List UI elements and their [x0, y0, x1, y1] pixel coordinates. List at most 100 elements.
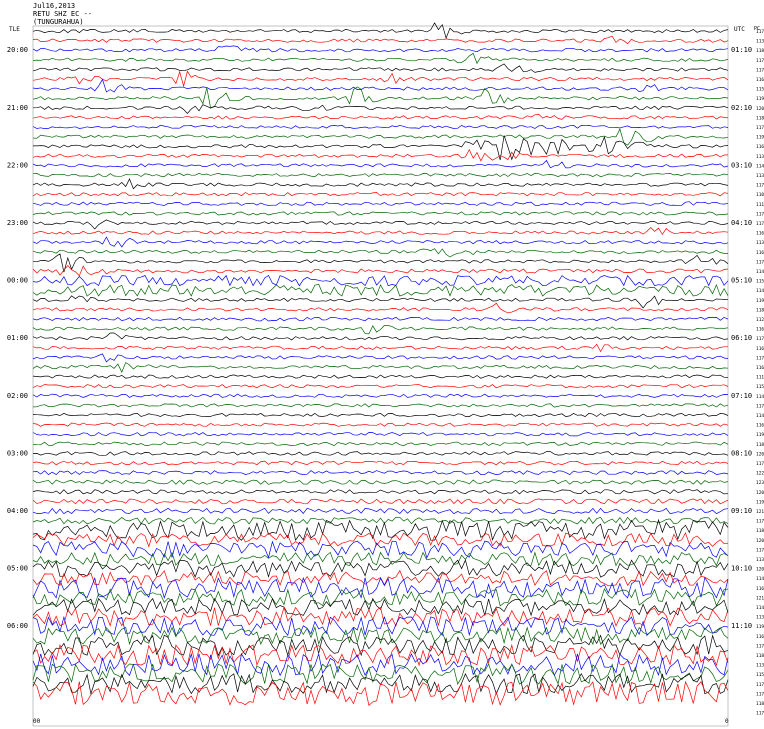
- trace-row-0600: [32, 432, 729, 437]
- trace-row-1100: [32, 615, 729, 637]
- trace-row-0130: [32, 253, 729, 273]
- trace-row-2015: [32, 52, 729, 65]
- pct-value: 116: [756, 634, 764, 640]
- right-tick-label: 04:10: [731, 219, 752, 227]
- trace-row-1245: [32, 680, 729, 706]
- left-tick-label: 21:00: [7, 104, 28, 112]
- trace-row-1930: [32, 22, 729, 40]
- left-tick-label: 20:00: [7, 46, 28, 54]
- trace-row-0445: [32, 384, 729, 389]
- pct-value: 116: [756, 423, 764, 429]
- pct-value: 113: [756, 240, 764, 246]
- pct-value: 120: [756, 538, 764, 544]
- pct-value: 116: [756, 77, 764, 83]
- right-tick-label: 07:10: [731, 392, 752, 400]
- pct-value: 120: [756, 451, 764, 457]
- left-tick-label: 06:00: [7, 622, 28, 630]
- pct-value: 117: [756, 336, 764, 342]
- trace-row-0900: [32, 540, 729, 559]
- trace-row-1030: [32, 597, 729, 617]
- pct-value: 118: [756, 528, 764, 534]
- trace-row-2245: [32, 148, 729, 162]
- trace-row-2100: [32, 78, 729, 93]
- pct-value: 115: [756, 87, 764, 93]
- trace-row-0530: [32, 412, 729, 418]
- pct-value: 117: [756, 221, 764, 227]
- pct-value: 114: [756, 394, 764, 400]
- plot-frame: [32, 25, 729, 727]
- trace-row-2000: [32, 45, 729, 53]
- trace-row-0045: [32, 227, 729, 236]
- left-tick-label: 01:00: [7, 334, 28, 342]
- trace-row-0415: [32, 361, 729, 374]
- pct-value: 114: [756, 288, 764, 294]
- trace-row-0915: [32, 551, 729, 567]
- pct-value: 113: [756, 615, 764, 621]
- trace-row-2045: [32, 70, 729, 88]
- pct-value: 119: [756, 298, 764, 304]
- trace-row-0115: [32, 248, 728, 258]
- pct-value: 114: [756, 605, 764, 611]
- pct-value: 119: [756, 432, 764, 438]
- pct-value: 117: [756, 183, 764, 189]
- right-tick-label: 10:10: [731, 565, 752, 573]
- trace-row-0230: [32, 295, 729, 309]
- pct-value: 117: [756, 125, 764, 131]
- pct-value: 114: [756, 269, 764, 275]
- pct-value: 117: [756, 519, 764, 525]
- trace-row-0200: [32, 274, 729, 287]
- pct-value: 117: [756, 711, 764, 717]
- trace-row-0430: [32, 374, 729, 379]
- pct-value: 118: [756, 653, 764, 659]
- left-axis-title: TLE: [9, 26, 20, 33]
- pct-column-title: PC: [754, 26, 761, 32]
- pct-value: 114: [756, 576, 764, 582]
- trace-row-1215: [32, 663, 729, 686]
- trace-row-0830: [32, 518, 729, 541]
- right-tick-label: 03:10: [731, 161, 752, 169]
- right-tick-label: 06:10: [731, 334, 752, 342]
- trace-row-1115: [32, 626, 729, 646]
- pct-value: 113: [756, 154, 764, 160]
- trace-row-2130: [32, 104, 729, 115]
- trace-row-2315: [32, 172, 729, 178]
- trace-row-1000: [32, 576, 729, 599]
- pct-value: 117: [756, 691, 764, 697]
- trace-row-0930: [32, 559, 729, 578]
- trace-row-0400: [32, 353, 729, 363]
- pct-value: 116: [756, 144, 764, 150]
- trace-row-0515: [32, 403, 729, 408]
- trace-row-0000: [32, 201, 729, 207]
- pct-value: 115: [756, 279, 764, 285]
- pct-value: 121: [756, 509, 764, 515]
- trace-row-0030: [32, 219, 729, 230]
- left-tick-label: 04:00: [7, 507, 28, 515]
- right-tick-label: 09:10: [731, 507, 752, 515]
- pct-value: 115: [756, 384, 764, 390]
- pct-value: 118: [756, 48, 764, 54]
- right-tick-label: 08:10: [731, 449, 752, 457]
- pct-value: 114: [756, 163, 764, 169]
- pct-value: 117: [756, 211, 764, 217]
- pct-value: 118: [756, 442, 764, 448]
- plot-header: Jul16,2013 RETU SHZ EC -- (TUNGURAHUA): [33, 2, 92, 26]
- pct-value: 118: [756, 307, 764, 313]
- pct-value: 117: [756, 355, 764, 361]
- right-tick-label: 11:10: [731, 622, 752, 630]
- trace-row-0330: [32, 332, 729, 341]
- header-date: Jul16,2013: [33, 2, 76, 10]
- pct-value: 120: [756, 490, 764, 496]
- trace-row-0700: [32, 470, 729, 476]
- trace-row-2145: [32, 113, 729, 120]
- pct-value: 117: [756, 461, 764, 467]
- pct-value: 117: [756, 58, 764, 64]
- pct-value: 117: [756, 643, 764, 649]
- pct-value: 117: [756, 403, 764, 409]
- trace-row-0245: [32, 302, 729, 314]
- trace-row-0800: [32, 507, 729, 515]
- pct-value: 113: [756, 173, 764, 179]
- trace-row-0815: [32, 516, 729, 525]
- left-tick-label: 22:00: [7, 161, 28, 169]
- pct-value: 113: [756, 39, 764, 45]
